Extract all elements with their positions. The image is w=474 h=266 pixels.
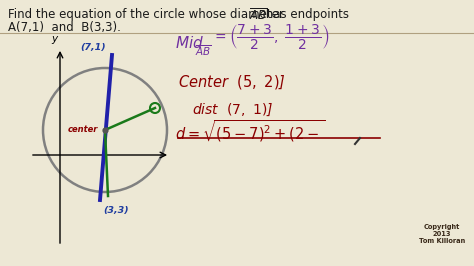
Text: $\overline{AB}$: $\overline{AB}$: [249, 8, 268, 24]
Text: $\mathit{d} = \sqrt{(5-7)^2+(2-}$: $\mathit{d} = \sqrt{(5-7)^2+(2-}$: [175, 119, 326, 144]
Text: A(7,1)  and  B(3,3).: A(7,1) and B(3,3).: [8, 21, 121, 34]
Text: (3,3): (3,3): [103, 206, 128, 215]
Text: $\overline{AB}$: $\overline{AB}$: [195, 43, 212, 58]
Text: (7,1): (7,1): [80, 43, 106, 52]
Text: $\mathit{Mid}$: $\mathit{Mid}$: [175, 35, 204, 51]
Text: $\mathit{dist}\ \ (7,\ 1)$]: $\mathit{dist}\ \ (7,\ 1)$]: [192, 102, 273, 118]
Text: $\mathit{Center}\ \ (5,\ 2)$]: $\mathit{Center}\ \ (5,\ 2)$]: [178, 73, 286, 91]
Text: Find the equation of the circle whose diameter: Find the equation of the circle whose di…: [8, 8, 288, 21]
Text: Copyright
2013
Tom Killoran: Copyright 2013 Tom Killoran: [419, 224, 465, 244]
Text: has endpoints: has endpoints: [262, 8, 349, 21]
Text: $= \left(\dfrac{7+3}{2},\ \dfrac{1+3}{2}\right)$: $= \left(\dfrac{7+3}{2},\ \dfrac{1+3}{2}…: [212, 22, 329, 51]
Text: center: center: [68, 126, 99, 135]
Text: y: y: [51, 34, 57, 44]
